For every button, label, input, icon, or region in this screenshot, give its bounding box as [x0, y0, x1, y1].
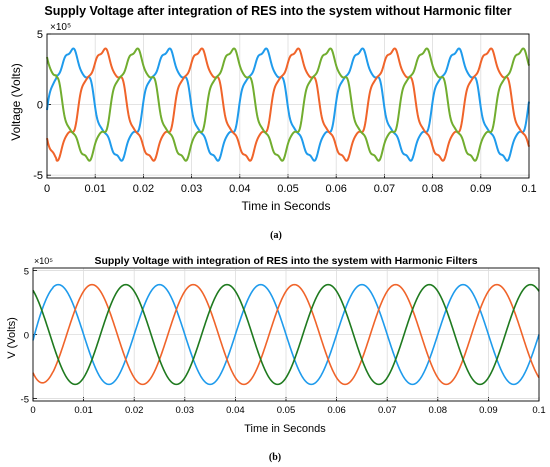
x-tick-label: 0.05: [277, 183, 298, 195]
x-tick-label: 0.04: [226, 405, 245, 416]
x-tick-label: 0.01: [84, 183, 105, 195]
x-tick-label: 0.02: [125, 405, 144, 416]
y-tick-label: 5: [24, 267, 29, 278]
chart-b-xlabel: Time in Seconds: [244, 423, 326, 435]
series-line-1: [32, 283, 540, 386]
x-tick-label: 0.01: [74, 405, 93, 416]
x-tick-label: 0.08: [429, 405, 448, 416]
series-line-2: [46, 47, 530, 162]
y-tick-label: -5: [33, 170, 43, 182]
chart-b-ylabel: V (Volts): [6, 317, 18, 359]
y-tick-label: 5: [37, 29, 43, 41]
series-line-3: [46, 47, 530, 162]
x-tick-label: 0.1: [521, 183, 536, 195]
x-tick-label: 0: [30, 405, 35, 416]
chart-a-ylabel: Voltage (Volts): [9, 63, 23, 140]
series-line-1: [46, 47, 530, 162]
x-tick-label: 0.1: [532, 405, 545, 416]
x-tick-label: 0.04: [229, 183, 250, 195]
chart-b: Supply Voltage with integration of RES i…: [6, 255, 546, 463]
chart-a-caption: (a): [270, 230, 282, 241]
x-tick-label: 0.06: [327, 405, 346, 416]
x-tick-label: 0.06: [325, 183, 346, 195]
chart-a: Supply Voltage after integration of RES …: [9, 4, 537, 241]
chart-a-xlabel: Time in Seconds: [242, 199, 331, 213]
chart-b-caption: (b): [269, 452, 281, 463]
chart-b-exponent: ×10⁵: [34, 256, 53, 266]
y-tick-label: -5: [21, 394, 29, 405]
x-tick-label: 0.09: [470, 183, 491, 195]
x-tick-label: 0.07: [374, 183, 395, 195]
y-tick-label: 0: [24, 331, 29, 342]
x-tick-label: 0.08: [422, 183, 443, 195]
x-tick-label: 0.03: [176, 405, 195, 416]
x-tick-label: 0.03: [181, 183, 202, 195]
chart-b-title: Supply Voltage with integration of RES i…: [94, 255, 477, 267]
x-tick-label: 0: [44, 183, 50, 195]
y-tick-label: 0: [37, 100, 43, 112]
chart-a-exponent: ×10⁵: [50, 22, 71, 33]
x-tick-label: 0.07: [378, 405, 397, 416]
x-tick-label: 0.05: [277, 405, 296, 416]
x-tick-label: 0.09: [479, 405, 498, 416]
axes-box: [46, 33, 530, 179]
axes-box: [32, 267, 540, 402]
series-line-2: [32, 283, 540, 386]
x-tick-label: 0.02: [133, 183, 154, 195]
chart-a-title: Supply Voltage after integration of RES …: [44, 4, 511, 18]
series-line-3: [32, 283, 540, 386]
